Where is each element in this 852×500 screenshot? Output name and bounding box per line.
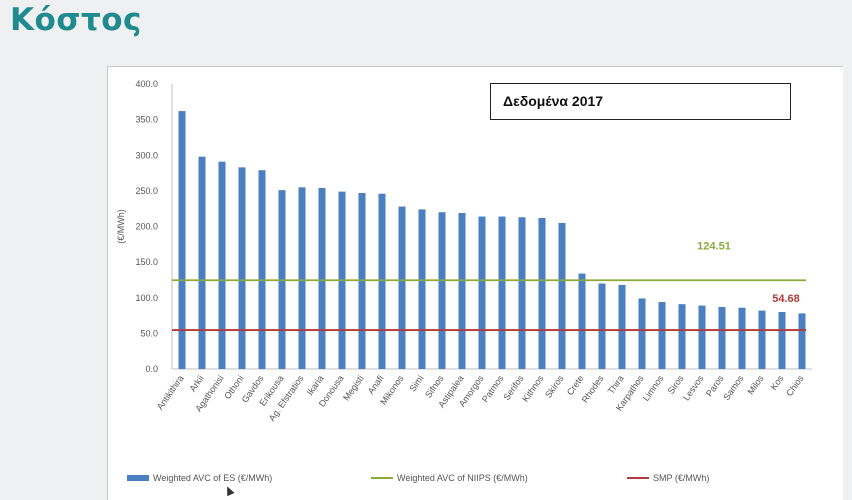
- legend-label: SMP (€/MWh): [653, 473, 709, 483]
- bar-skiros: [558, 222, 566, 369]
- legend-label: Weighted AVC of NIIPS (€/MWh): [397, 473, 528, 483]
- bar-limnos: [658, 302, 666, 369]
- bar-patmos: [498, 216, 506, 369]
- y-tick-label: 250.0: [135, 186, 158, 196]
- y-tick-label: 300.0: [135, 150, 158, 160]
- y-tick-label: 350.0: [135, 115, 158, 125]
- y-tick-label: 400.0: [135, 79, 158, 89]
- x-tick-label: Kithnos: [520, 373, 546, 404]
- x-tick-label: Simi: [407, 373, 425, 393]
- x-tick-label: Antikithira: [155, 373, 186, 411]
- bar-arkii: [198, 156, 206, 369]
- x-tick-label: Samos: [721, 373, 746, 402]
- bar-lesvos: [698, 305, 706, 369]
- bar-kos: [778, 312, 786, 369]
- x-tick-label: Kos: [769, 373, 786, 392]
- reference-value-label: 54.68: [772, 293, 800, 305]
- bar-astipalea: [458, 212, 466, 369]
- bar-milos: [758, 310, 766, 369]
- chart-area: [107, 66, 843, 500]
- bar-gavdos: [258, 170, 266, 369]
- bar-crete: [578, 273, 586, 369]
- bar-amorgos: [478, 216, 486, 369]
- bar-kithnos: [538, 217, 546, 369]
- bar-simi: [418, 209, 426, 369]
- y-tick-label: 200.0: [135, 222, 158, 232]
- bar-chios: [798, 313, 806, 369]
- slide-title: Κόστος: [10, 2, 142, 38]
- bar-agathonisi: [218, 161, 226, 369]
- bar-paros: [718, 307, 726, 369]
- bar-serifos: [518, 217, 526, 369]
- bar-ikaria: [318, 188, 326, 369]
- bar-antikithira: [178, 111, 186, 369]
- legend-label: Weighted AVC of ES (€/MWh): [153, 473, 272, 483]
- y-tick-label: 100.0: [135, 293, 158, 303]
- bar-siros: [678, 304, 686, 369]
- x-tick-label: Thira: [606, 373, 626, 396]
- x-tick-label: Megisti: [341, 373, 366, 402]
- x-tick-label: Arkii: [187, 373, 205, 393]
- bar-samos: [738, 307, 746, 369]
- x-tick-label: Anafi: [366, 373, 386, 396]
- bar-othoni: [238, 167, 246, 369]
- bar-karpathos: [638, 298, 646, 369]
- data-year-badge: Δεδομένα 2017: [490, 83, 791, 120]
- bar-thira: [618, 284, 626, 369]
- bar-anafi: [378, 193, 386, 369]
- bar-ag-efstratios: [298, 187, 306, 369]
- x-tick-label: Limnos: [641, 373, 666, 403]
- x-tick-label: Chios: [784, 373, 806, 398]
- x-tick-label: Milos: [745, 373, 766, 396]
- y-tick-label: 150.0: [135, 257, 158, 267]
- data-year-label: Δεδομένα 2017: [503, 93, 604, 109]
- bar-mikonos: [398, 206, 406, 369]
- y-axis-label: (€/MWh): [116, 209, 126, 244]
- legend-swatch: [127, 475, 149, 481]
- x-tick-label: Skiros: [543, 373, 566, 400]
- y-tick-label: 0.0: [145, 364, 158, 374]
- reference-value-label: 124.51: [697, 240, 731, 252]
- y-tick-label: 50.0: [140, 328, 158, 338]
- x-tick-label: Patmos: [480, 373, 506, 404]
- bar-sifnos: [438, 212, 446, 369]
- x-tick-label: Lesvos: [681, 373, 706, 403]
- bar-rhodes: [598, 283, 606, 369]
